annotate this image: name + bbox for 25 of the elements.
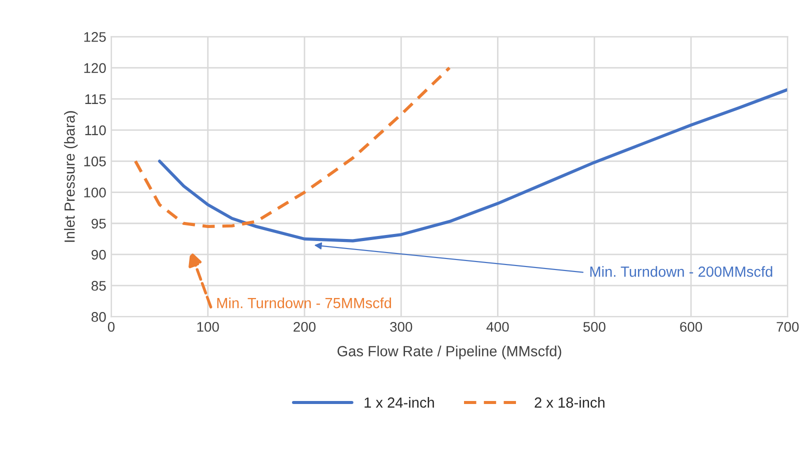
legend-label: 2 x 18-inch <box>534 397 604 408</box>
x-tick-label: 600 <box>680 322 702 332</box>
x-tick-label: 100 <box>197 322 219 332</box>
x-tick-label: 700 <box>776 322 799 332</box>
y-tick-label: 110 <box>85 125 106 136</box>
y-tick-label: 95 <box>92 218 106 229</box>
x-tick-label: 500 <box>583 322 606 332</box>
x-tick-label: 400 <box>486 322 509 332</box>
y-tick-label: 85 <box>92 280 106 291</box>
y-tick-label: 90 <box>92 250 106 260</box>
y-tick-label: 115 <box>85 94 106 104</box>
x-axis-title: Gas Flow Rate / Pipeline (MMscfd) <box>338 346 562 360</box>
legend-label: 1 x 24-inch <box>364 397 434 408</box>
line-series <box>134 66 451 228</box>
x-tick-label: 300 <box>390 322 412 332</box>
annotation: Min. Turndown - 75MMscfd <box>217 298 392 308</box>
y-tick-label: 120 <box>84 63 106 73</box>
y-tick-label: 80 <box>92 312 106 322</box>
y-tick-label: 125 <box>84 32 106 42</box>
y-tick-label: 100 <box>84 188 106 198</box>
x-tick-label: 0 <box>108 322 115 332</box>
y-tick-label: 105 <box>84 156 106 166</box>
annotation: Min. Turndown - 200MMscfd <box>590 266 772 277</box>
y-axis-title: Inlet Pressure (bara) <box>64 111 78 242</box>
x-tick-label: 200 <box>294 322 316 332</box>
